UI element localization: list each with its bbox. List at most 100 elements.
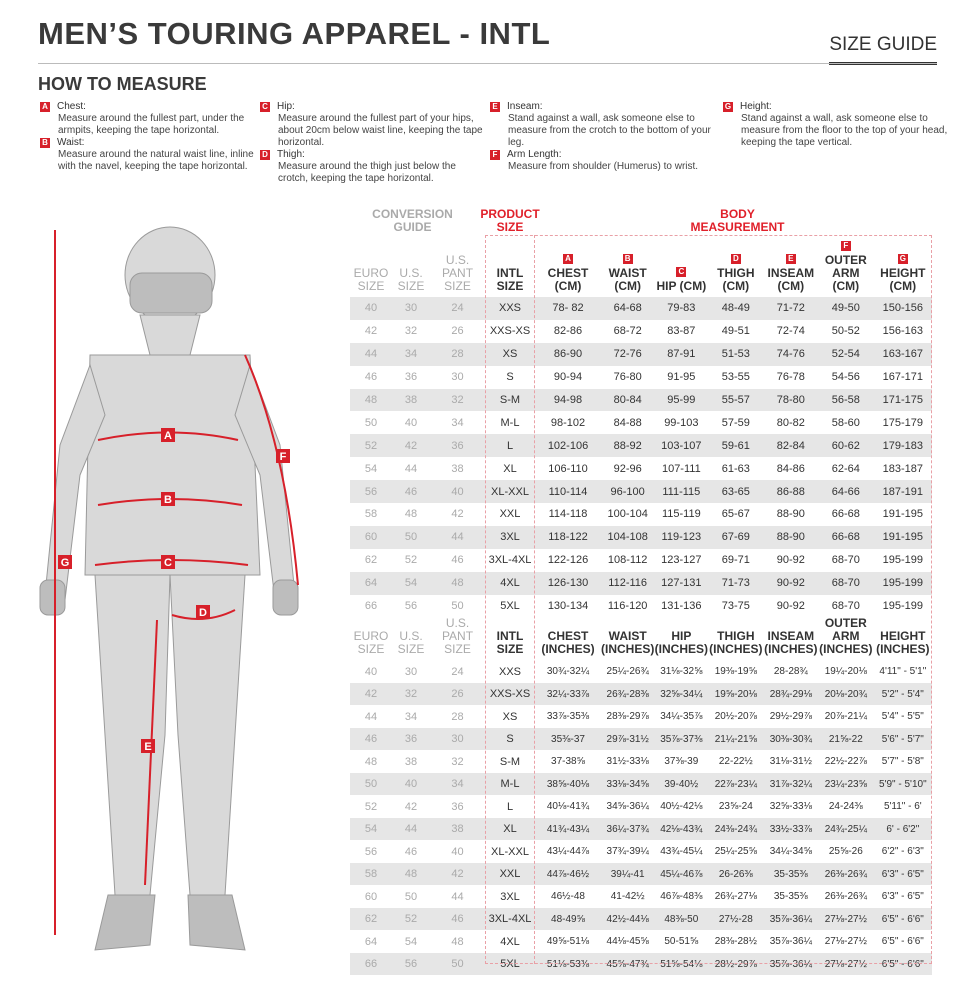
figure-label: F: [280, 451, 287, 463]
table-row: 46 36 30 S 90-94 76-80 91-95 53-55 76-78 54-56 167…: [350, 366, 932, 389]
table-cell: 32⅝-33⅛: [769, 801, 812, 813]
table-cell: 36: [430, 434, 485, 458]
table-cell: 30: [430, 727, 485, 751]
table-cell: 33⅛-34⅝: [601, 772, 655, 796]
body-measurement-header: BODY MEASUREMENT: [690, 207, 785, 234]
table-cell: 126-130: [535, 571, 601, 595]
table-cell: 44: [350, 342, 392, 366]
table-cell: 55-57: [708, 388, 764, 412]
table-cell: 39-40½: [654, 772, 709, 796]
table-cell: 36¼-37¾: [601, 817, 655, 841]
table-cell: 91-95: [667, 371, 696, 384]
table-cell: 27½-28: [708, 907, 764, 931]
table-cell: 80-82: [776, 416, 805, 429]
table-cell: 50: [451, 600, 464, 613]
column-header-label: INSEAM (CM): [767, 266, 815, 293]
table-cell: XL: [503, 462, 517, 475]
table-cell: 40: [364, 665, 378, 678]
table-cell: 37¾-39¼: [606, 846, 649, 858]
figure-label: C: [164, 557, 172, 569]
table-cell: 42½-44⅛: [601, 907, 655, 931]
table-cell: XXS: [485, 297, 535, 320]
instruction-label: Height:: [740, 101, 772, 112]
table-cell: S-M: [499, 755, 521, 768]
table-cell: 28¾-29⅛: [763, 682, 819, 706]
table-cell: 50: [350, 772, 392, 796]
table-cell: 28⅜-28½: [714, 936, 757, 948]
table-cell: 24: [451, 665, 464, 678]
table-cell: 68-72: [613, 325, 642, 338]
table-cell: 5'7" - 5'8": [881, 756, 924, 768]
table-cell: 4XL: [500, 935, 520, 948]
table-cell: 31⅞-32¼: [763, 772, 819, 796]
table-cell: 42: [350, 682, 392, 706]
table-row: 64 54 48 4XL 49⅝-51⅛ 44⅛-45⅝ 50-51⅝ 28⅜-28½ 35⅞-…: [350, 930, 932, 953]
table-cell: 35⅞-36¼: [763, 907, 819, 931]
table-row: 40 30 24 XXS 78- 82 64-68 79-83 48-49 71-72 49-50…: [350, 297, 933, 320]
table-cell: 48: [350, 388, 392, 412]
table-cell: 131-136: [661, 600, 702, 613]
figure-label: D: [199, 607, 207, 619]
product-box-outline: [485, 235, 932, 964]
table-cell: 21¼-21⅝: [708, 727, 764, 751]
column-header-label: CHEST (CM): [547, 266, 589, 293]
table-cell: 65-67: [721, 508, 750, 521]
figure-label-badge: [276, 449, 290, 463]
table-cell: 86-90: [535, 342, 601, 366]
table-cell: 27⅛-27½: [824, 936, 867, 948]
table-cell: 24¾-25¼: [818, 817, 874, 841]
table-row: 58 48 42 XXL 114-118 100-104 115-119 65-67 88-90…: [350, 503, 932, 526]
table-row: 56 46 40 XL-XXL 43¼-44⅞ 37¾-39¼ 43¾-45¼ 25¼-25⅝…: [350, 840, 932, 863]
table-cell: 90-92: [776, 600, 805, 613]
table-cell: 82-86: [553, 325, 583, 338]
table-cell: 71-72: [763, 297, 819, 320]
column-header: D THIGH (CM): [708, 238, 763, 297]
column-header-label: U.S. SIZE: [397, 629, 425, 657]
table-cell: 62: [350, 907, 392, 931]
figure-label: G: [61, 557, 70, 569]
figure-label: A: [164, 430, 172, 442]
table-cell: 95-99: [654, 388, 709, 412]
table-row: 40 30 24 XXS 30¾-32¼ 25¼-26¾ 31⅛-32⅝ 19⅜-19⅝ 28-…: [350, 660, 932, 683]
table-cell: 60: [350, 525, 392, 549]
table-cell: 56: [404, 600, 418, 613]
table-cell: 32¼-33⅞: [535, 682, 601, 706]
figure-label: E: [144, 741, 151, 753]
table-cell: 48-49: [708, 297, 764, 320]
table-cell: 68-70: [818, 571, 874, 595]
table-cell: 156-163: [882, 325, 924, 338]
instruction-text: Stand against a wall, ask someone else t…: [741, 113, 948, 148]
table-cell: 45⅝-47¾: [601, 952, 655, 976]
table-row: 44 34 28 XS 33⅞-35⅜ 28⅜-29⅞ 34¼-35⅞ 20½-20⅞ 29½-…: [350, 705, 932, 728]
table-cell: 42⅛-43¾: [654, 817, 709, 841]
divider: [38, 63, 937, 64]
figure-label-badge: [141, 739, 155, 753]
table-cell: 64: [350, 571, 392, 595]
table-cell: 35⅞-37⅜: [654, 727, 709, 751]
column-header-label: INTL SIZE: [496, 266, 524, 293]
table-cell: 42: [364, 325, 378, 338]
table-cell: 150-156: [873, 297, 933, 320]
table-cell: 30¾-32¼: [546, 666, 590, 678]
instruction-title: A Chest:: [40, 101, 265, 113]
table-cell: 86-88: [763, 480, 819, 504]
table-cell: 175-179: [882, 416, 924, 429]
table-cell: 50: [392, 525, 430, 549]
table-cell: 5XL: [485, 952, 535, 976]
table-cell: 23¼-23⅝: [818, 772, 874, 796]
table-cell: 92-96: [613, 462, 642, 475]
letter-badge: C: [676, 267, 687, 277]
letter-badge: B: [622, 254, 633, 264]
column-header: HIP (INCHES): [654, 617, 708, 660]
table-cell: 26¾-27⅛: [714, 891, 757, 903]
table-cell: 171-175: [873, 388, 933, 412]
table-cell: L: [506, 800, 514, 813]
table-cell: 19⅜-19⅝: [714, 666, 757, 678]
column-header-label: WAIST (CM): [608, 266, 647, 293]
instruction-text: Stand against a wall, ask someone else t…: [508, 113, 711, 148]
table-cell: 56: [364, 845, 378, 858]
table-cell: 6'5" - 6'6": [881, 936, 924, 948]
table-cell: 29⅞-31½: [601, 727, 655, 751]
table-cell: 26⅜-26¾: [824, 891, 867, 903]
figure-label-badge: [161, 555, 175, 569]
